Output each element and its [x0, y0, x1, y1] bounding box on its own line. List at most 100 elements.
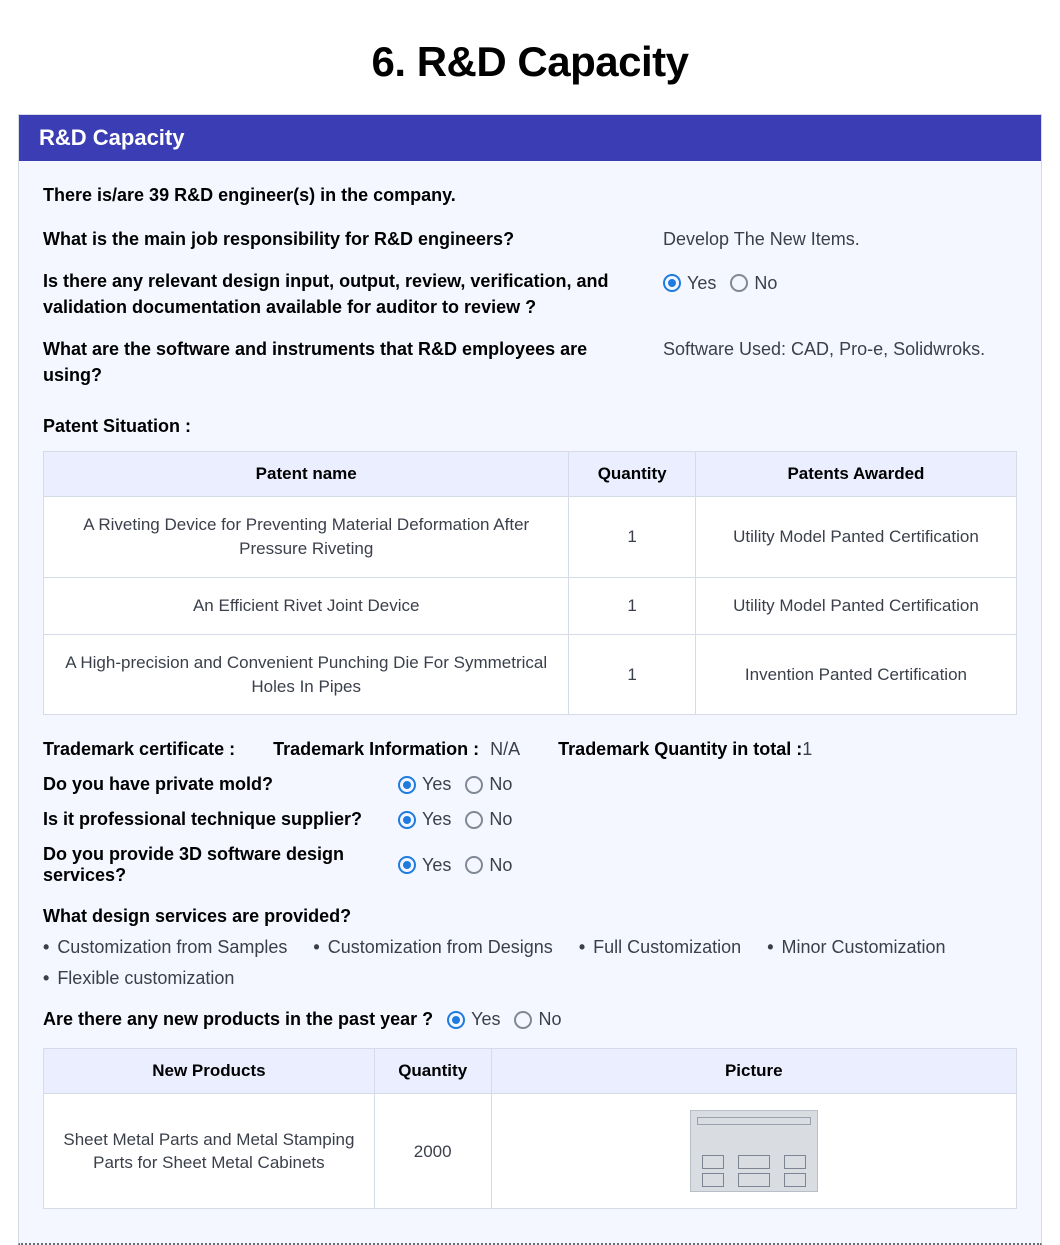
radio-selected-icon — [398, 776, 416, 794]
radio-selected-icon — [663, 274, 681, 292]
cell-patent-qty: 1 — [569, 634, 695, 715]
trademark-qty: Trademark Quantity in total :1 — [558, 739, 812, 760]
label-new-products: Are there any new products in the past y… — [43, 1009, 433, 1030]
tech-supplier-no-radio[interactable]: No — [465, 809, 512, 830]
cell-patent-name: A High-precision and Convenient Punching… — [44, 634, 569, 715]
table-row: Sheet Metal Parts and Metal Stamping Par… — [44, 1094, 1017, 1209]
value-software: Software Used: CAD, Pro-e, Solidwroks. — [663, 336, 1017, 388]
patent-situation-label: Patent Situation : — [43, 416, 1017, 437]
cell-patent-name: An Efficient Rivet Joint Device — [44, 578, 569, 635]
patent-header-row: Patent name Quantity Patents Awarded — [44, 452, 1017, 497]
private-mold-no-radio[interactable]: No — [465, 774, 512, 795]
engineer-count-statement: There is/are 39 R&D engineer(s) in the c… — [43, 185, 1017, 206]
no-label: No — [489, 855, 512, 876]
table-row: A Riveting Device for Preventing Materia… — [44, 497, 1017, 578]
products-header-row: New Products Quantity Picture — [44, 1049, 1017, 1094]
label-private-mold: Do you have private mold? — [43, 774, 398, 795]
cell-patent-awarded: Utility Model Panted Certification — [695, 578, 1016, 635]
new-products-yes-radio[interactable]: Yes — [447, 1009, 500, 1030]
radio-empty-icon — [465, 811, 483, 829]
cell-patent-qty: 1 — [569, 497, 695, 578]
radio-empty-icon — [465, 776, 483, 794]
yes-label: Yes — [422, 774, 451, 795]
yes-label: Yes — [687, 270, 716, 296]
three-d-no-radio[interactable]: No — [465, 855, 512, 876]
trademark-line: Trademark certificate : Trademark Inform… — [43, 739, 1017, 760]
list-item: Customization from Samples — [43, 937, 287, 958]
th-patent-qty: Quantity — [569, 452, 695, 497]
th-product-pic: Picture — [491, 1049, 1016, 1094]
label-tech-supplier: Is it professional technique supplier? — [43, 809, 398, 830]
page-title: 6. R&D Capacity — [18, 38, 1042, 86]
trademark-cert: Trademark certificate : — [43, 739, 235, 760]
products-table: New Products Quantity Picture Sheet Meta… — [43, 1048, 1017, 1209]
no-label: No — [489, 774, 512, 795]
list-item: Customization from Designs — [313, 937, 552, 958]
radio-empty-icon — [465, 856, 483, 874]
no-label: No — [754, 270, 777, 296]
no-label: No — [538, 1009, 561, 1030]
label-software: What are the software and instruments th… — [43, 336, 663, 388]
th-product-name: New Products — [44, 1049, 375, 1094]
documentation-no-radio[interactable]: No — [730, 270, 777, 296]
patent-table: Patent name Quantity Patents Awarded A R… — [43, 451, 1017, 715]
design-services-list: Customization from Samples Customization… — [43, 937, 1017, 989]
trademark-qty-value: 1 — [802, 739, 812, 759]
radio-empty-icon — [730, 274, 748, 292]
cell-patent-qty: 1 — [569, 578, 695, 635]
label-3d-services: Do you provide 3D software design servic… — [43, 844, 398, 886]
cell-product-name: Sheet Metal Parts and Metal Stamping Par… — [44, 1094, 375, 1209]
table-row: An Efficient Rivet Joint Device 1 Utilit… — [44, 578, 1017, 635]
list-item: Full Customization — [579, 937, 741, 958]
three-d-radio-group: Yes No — [398, 855, 512, 876]
page-container: 6. R&D Capacity R&D Capacity There is/ar… — [0, 0, 1060, 1245]
documentation-radio-group: Yes No — [663, 270, 777, 296]
product-picture-icon — [690, 1110, 818, 1192]
rd-capacity-panel: R&D Capacity There is/are 39 R&D enginee… — [18, 114, 1042, 1245]
yes-label: Yes — [422, 809, 451, 830]
trademark-info-label: Trademark Information : — [273, 739, 479, 759]
panel-header: R&D Capacity — [19, 115, 1041, 161]
row-software: What are the software and instruments th… — [43, 336, 1017, 388]
row-private-mold: Do you have private mold? Yes No — [43, 774, 1017, 795]
yes-label: Yes — [422, 855, 451, 876]
label-documentation: Is there any relevant design input, outp… — [43, 268, 663, 320]
list-item: Minor Customization — [767, 937, 945, 958]
documentation-yes-radio[interactable]: Yes — [663, 270, 716, 296]
trademark-qty-label: Trademark Quantity in total : — [558, 739, 802, 759]
table-row: A High-precision and Convenient Punching… — [44, 634, 1017, 715]
tech-supplier-radio-group: Yes No — [398, 809, 512, 830]
cell-product-pic — [491, 1094, 1016, 1209]
no-label: No — [489, 809, 512, 830]
cell-product-qty: 2000 — [374, 1094, 491, 1209]
radio-empty-icon — [514, 1011, 532, 1029]
row-main-job: What is the main job responsibility for … — [43, 226, 1017, 252]
new-products-no-radio[interactable]: No — [514, 1009, 561, 1030]
list-item: Flexible customization — [43, 968, 234, 989]
private-mold-radio-group: Yes No — [398, 774, 512, 795]
label-main-job: What is the main job responsibility for … — [43, 226, 663, 252]
cell-patent-awarded: Utility Model Panted Certification — [695, 497, 1016, 578]
trademark-cert-label: Trademark certificate : — [43, 739, 235, 759]
trademark-info: Trademark Information : N/A — [273, 739, 520, 760]
radio-selected-icon — [447, 1011, 465, 1029]
row-new-products: Are there any new products in the past y… — [43, 1009, 1017, 1030]
row-tech-supplier: Is it professional technique supplier? Y… — [43, 809, 1017, 830]
tech-supplier-yes-radio[interactable]: Yes — [398, 809, 451, 830]
yes-label: Yes — [471, 1009, 500, 1030]
th-product-qty: Quantity — [374, 1049, 491, 1094]
trademark-info-value: N/A — [490, 739, 520, 759]
value-main-job: Develop The New Items. — [663, 226, 1017, 252]
new-products-radio-group: Yes No — [447, 1009, 561, 1030]
label-design-services: What design services are provided? — [43, 906, 1017, 927]
private-mold-yes-radio[interactable]: Yes — [398, 774, 451, 795]
radio-selected-icon — [398, 856, 416, 874]
panel-body: There is/are 39 R&D engineer(s) in the c… — [19, 161, 1041, 1243]
row-3d-services: Do you provide 3D software design servic… — [43, 844, 1017, 886]
three-d-yes-radio[interactable]: Yes — [398, 855, 451, 876]
cell-patent-name: A Riveting Device for Preventing Materia… — [44, 497, 569, 578]
radio-selected-icon — [398, 811, 416, 829]
th-patent-name: Patent name — [44, 452, 569, 497]
value-documentation: Yes No — [663, 268, 1017, 320]
cell-patent-awarded: Invention Panted Certification — [695, 634, 1016, 715]
